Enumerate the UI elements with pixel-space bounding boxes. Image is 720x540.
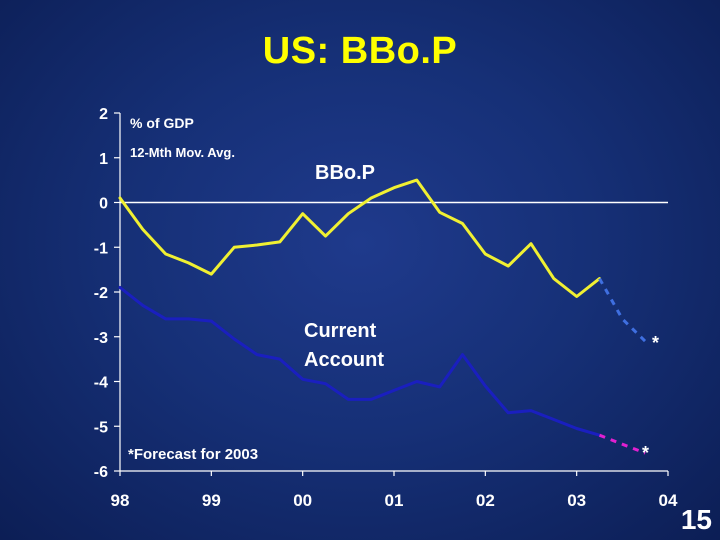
- forecast-footnote: *Forecast for 2003: [128, 446, 258, 463]
- x-tick-label: 01: [385, 491, 404, 510]
- y-tick-label: -2: [94, 285, 108, 302]
- y-tick-label: -1: [94, 240, 108, 257]
- y-tick-label: 0: [99, 196, 108, 213]
- series-line-current-account: [118, 286, 601, 437]
- series-label-current-account-line2: Account: [304, 349, 384, 371]
- x-tick-label: 99: [202, 491, 221, 510]
- x-tick-label: 98: [111, 491, 130, 510]
- y-tick-label: 1: [99, 151, 108, 168]
- forecast-marker-current-account: *: [642, 443, 649, 463]
- series-line-current-account-forecast: [598, 433, 646, 455]
- x-tick-label: 03: [567, 491, 586, 510]
- x-tick-label: 02: [476, 491, 495, 510]
- slide-title: US: BBo.P: [262, 30, 458, 72]
- moving-average-label: 12-Mth Mov. Avg.: [130, 145, 235, 160]
- y-axis-unit-label: % of GDP: [130, 115, 194, 131]
- forecast-marker-bbop: *: [652, 333, 659, 353]
- page-number: 15: [680, 504, 712, 535]
- series-label-bbop: BBo.P: [315, 162, 375, 184]
- series-line-bbo-p: [118, 178, 601, 298]
- y-tick-label: 2: [99, 106, 108, 123]
- x-tick-label: 04: [659, 491, 678, 510]
- y-tick-label: -4: [94, 375, 108, 392]
- y-tick-label: -6: [94, 464, 108, 481]
- y-tick-label: -3: [94, 330, 108, 347]
- x-tick-label: 00: [293, 491, 312, 510]
- series-line-bbo-p-forecast: [598, 277, 647, 343]
- y-tick-label: -5: [94, 419, 108, 436]
- series-label-current-account-line1: Current: [304, 320, 377, 342]
